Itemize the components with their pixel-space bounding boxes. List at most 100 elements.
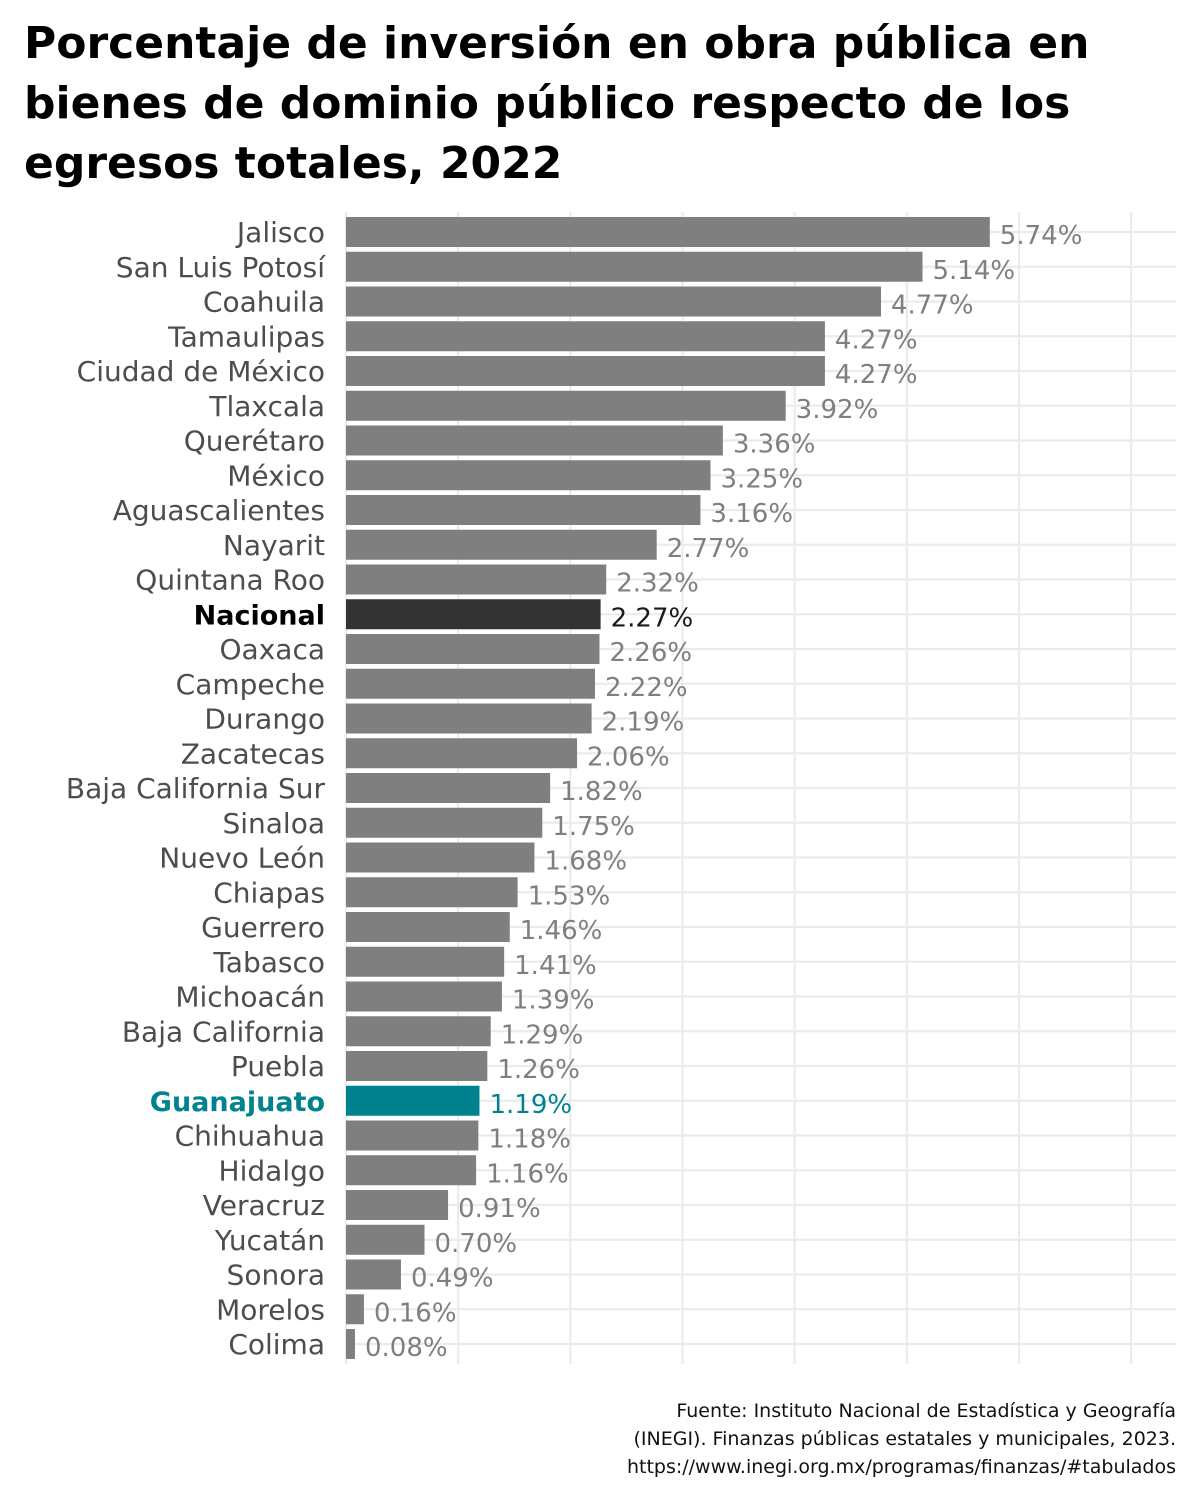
- bar: [346, 634, 600, 664]
- bar: [346, 668, 595, 699]
- bar: [346, 773, 551, 803]
- data-label: 2.27%: [611, 603, 694, 633]
- data-label: 5.14%: [933, 256, 1016, 286]
- category-label: Chiapas: [213, 876, 325, 909]
- category-label: Guerrero: [201, 911, 325, 944]
- data-label: 0.49%: [411, 1264, 494, 1294]
- data-label: 1.26%: [497, 1055, 580, 1085]
- bar: [346, 1190, 449, 1220]
- value-labels: 5.74% 5.14% 4.77% 4.27% 4.27% 3.92% 3.36% 3.25%…: [365, 221, 1082, 1363]
- data-label: 4.27%: [835, 360, 918, 390]
- data-label: 4.77%: [891, 291, 974, 321]
- bar: [346, 1329, 355, 1359]
- data-label: 1.29%: [501, 1020, 584, 1050]
- category-label: Durango: [204, 703, 325, 736]
- data-label: 1.16%: [486, 1159, 569, 1189]
- category-label: Campeche: [176, 668, 325, 701]
- source-line-2: (INEGI). Finanzas públicas estatales y m…: [633, 1428, 1176, 1450]
- category-label: Michoacán: [175, 981, 325, 1014]
- category-label: Guanajuato: [150, 1087, 325, 1118]
- bar: [346, 1155, 477, 1186]
- data-label: 0.70%: [435, 1229, 518, 1259]
- data-label: 2.19%: [602, 708, 685, 738]
- bar: [346, 217, 990, 247]
- category-label: Veracruz: [203, 1189, 325, 1222]
- source-line-3: https://www.inegi.org.mx/programas/finan…: [626, 1456, 1176, 1478]
- bar: [346, 1120, 479, 1151]
- data-label: 3.36%: [733, 430, 816, 460]
- category-label: Sinaloa: [222, 807, 325, 840]
- bar: [346, 912, 510, 942]
- category-label: Puebla: [231, 1050, 325, 1083]
- bar: [346, 529, 657, 560]
- category-label: Hidalgo: [219, 1154, 325, 1187]
- bar: [346, 877, 518, 908]
- bar: [346, 390, 786, 421]
- bar: [346, 981, 502, 1012]
- data-label: 1.53%: [528, 881, 611, 911]
- category-label: Oaxaca: [220, 633, 325, 666]
- category-label: Tabasco: [212, 946, 325, 979]
- data-label: 1.75%: [552, 812, 635, 842]
- category-label: Zacatecas: [181, 737, 325, 770]
- category-label: Baja California Sur: [66, 772, 326, 805]
- data-label: 5.74%: [1000, 221, 1083, 251]
- data-label: 0.08%: [365, 1333, 448, 1363]
- bar: [346, 599, 601, 630]
- bar: [346, 1259, 401, 1290]
- bar: [346, 807, 543, 838]
- category-label: Sonora: [227, 1259, 325, 1292]
- data-label: 0.91%: [458, 1194, 541, 1224]
- data-label: 2.32%: [616, 569, 699, 599]
- chart-title: Porcentaje de inversión en obra pública …: [24, 18, 1090, 189]
- bar: [346, 946, 505, 977]
- category-label: San Luis Potosí: [116, 251, 326, 284]
- bar: [346, 564, 607, 595]
- category-label: Aguascalientes: [113, 494, 325, 527]
- data-label: 3.92%: [796, 395, 879, 425]
- category-label: Coahuila: [203, 286, 325, 319]
- data-label: 1.68%: [544, 847, 627, 877]
- data-label: 2.06%: [587, 742, 670, 772]
- data-label: 1.46%: [520, 916, 603, 946]
- bars: [346, 217, 990, 1359]
- bar: [346, 703, 592, 734]
- data-label: 4.27%: [835, 325, 918, 355]
- category-label: Nayarit: [223, 529, 325, 562]
- category-label: Querétaro: [184, 425, 325, 458]
- data-label: 1.39%: [512, 986, 595, 1016]
- bar: [346, 738, 578, 769]
- data-label: 1.82%: [560, 777, 643, 807]
- category-label: Tamaulipas: [167, 320, 325, 353]
- category-label: Ciudad de México: [77, 355, 325, 388]
- source-line-1: Fuente: Instituto Nacional de Estadístic…: [676, 1400, 1176, 1422]
- data-label: 1.41%: [514, 951, 597, 981]
- data-label: 2.22%: [605, 673, 688, 703]
- bar: [346, 1224, 425, 1255]
- category-label: Nuevo León: [159, 842, 325, 875]
- category-label: Tlaxcala: [208, 390, 325, 423]
- data-label: 2.77%: [667, 534, 750, 564]
- bar: [346, 460, 711, 491]
- data-label: 3.16%: [710, 499, 793, 529]
- bar: [346, 356, 825, 386]
- data-label: 1.18%: [488, 1125, 571, 1155]
- bar: [346, 1294, 364, 1325]
- category-label: Chihuahua: [175, 1120, 325, 1153]
- bar: [346, 1051, 488, 1081]
- data-label: 3.25%: [721, 464, 804, 494]
- bar: [346, 1085, 480, 1116]
- data-label: 1.19%: [489, 1090, 572, 1120]
- source-note: Fuente: Instituto Nacional de Estadístic…: [456, 1397, 1176, 1481]
- category-label: Morelos: [216, 1293, 325, 1326]
- data-label: 2.26%: [609, 638, 692, 668]
- bar: [346, 495, 701, 525]
- bar: [346, 842, 535, 873]
- bar: [346, 321, 825, 352]
- bar: [346, 251, 923, 282]
- category-label: Quintana Roo: [135, 564, 325, 597]
- category-label: Yucatán: [214, 1224, 325, 1257]
- bar: [346, 425, 723, 456]
